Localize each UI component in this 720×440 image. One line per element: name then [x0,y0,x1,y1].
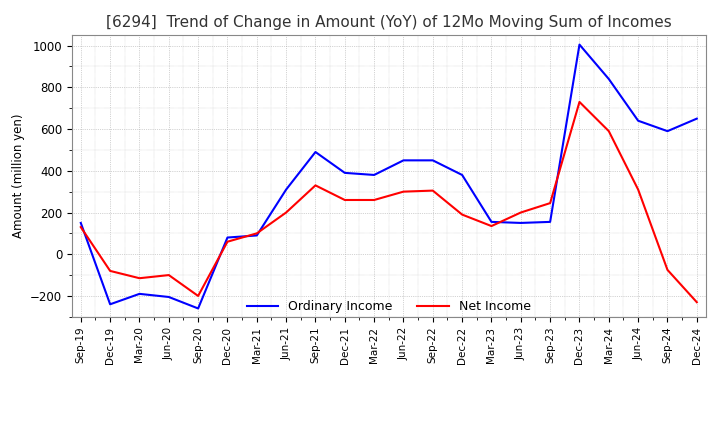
Net Income [282,210,290,215]
Ordinary Income [311,149,320,154]
Net Income [164,272,173,278]
Ordinary Income [428,158,437,163]
Ordinary Income [546,219,554,224]
Ordinary Income [516,220,525,226]
Ordinary Income [370,172,379,178]
Ordinary Income [487,219,496,224]
Ordinary Income [135,291,144,297]
Net Income [223,239,232,244]
Net Income [311,183,320,188]
Ordinary Income [693,116,701,121]
Ordinary Income [194,306,202,311]
Ordinary Income [106,302,114,307]
Net Income [487,224,496,229]
Net Income [693,300,701,305]
Net Income [575,99,584,105]
Net Income [458,212,467,217]
Net Income [194,293,202,299]
Ordinary Income [76,220,85,226]
Net Income [135,275,144,281]
Net Income [546,201,554,206]
Ordinary Income [223,235,232,240]
Ordinary Income [164,294,173,300]
Ordinary Income [634,118,642,123]
Net Income [370,198,379,203]
Legend: Ordinary Income, Net Income: Ordinary Income, Net Income [247,301,531,313]
Ordinary Income [399,158,408,163]
Net Income [663,267,672,272]
Net Income [516,210,525,215]
Line: Net Income: Net Income [81,102,697,302]
Net Income [253,231,261,236]
Ordinary Income [458,172,467,178]
Ordinary Income [663,128,672,134]
Net Income [605,128,613,134]
Line: Ordinary Income: Ordinary Income [81,44,697,308]
Ordinary Income [341,170,349,176]
Net Income [428,188,437,193]
Net Income [341,198,349,203]
Net Income [634,187,642,192]
Title: [6294]  Trend of Change in Amount (YoY) of 12Mo Moving Sum of Incomes: [6294] Trend of Change in Amount (YoY) o… [106,15,672,30]
Net Income [399,189,408,194]
Ordinary Income [253,233,261,238]
Net Income [106,268,114,274]
Ordinary Income [282,187,290,192]
Y-axis label: Amount (million yen): Amount (million yen) [12,114,24,238]
Ordinary Income [575,42,584,47]
Net Income [76,224,85,230]
Ordinary Income [605,77,613,82]
